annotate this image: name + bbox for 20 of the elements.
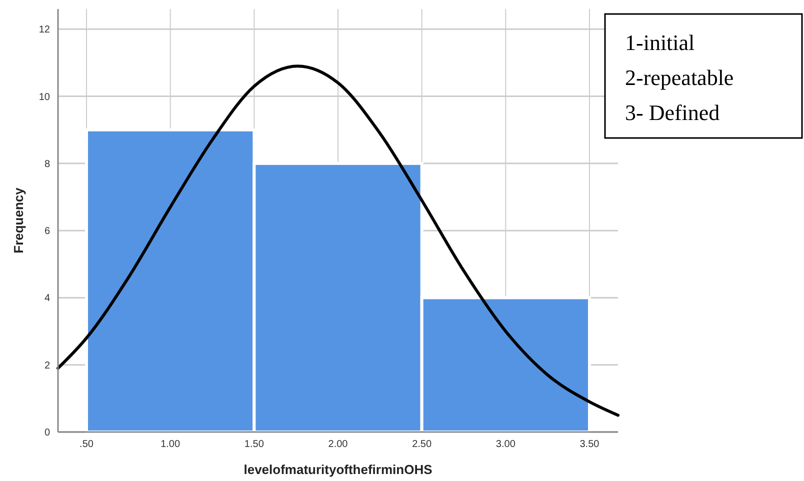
y-tick-label: 6: [44, 226, 50, 238]
x-tick-label: 1.00: [160, 439, 180, 450]
x-tick-label: .50: [80, 439, 94, 450]
x-tick-label: 3.00: [496, 439, 516, 450]
text: 2-repeatable: [625, 65, 734, 90]
x-tick-label: 2.00: [328, 439, 348, 450]
y-tick-label: 4: [44, 293, 50, 304]
x-axis-title: levelofmaturityofthefirminOHS: [244, 462, 433, 477]
text: 1-initial: [625, 30, 695, 55]
x-tick-label: 1.50: [244, 439, 264, 450]
y-axis-title: Frequency: [11, 186, 26, 254]
x-tick-label: 2.50: [412, 439, 432, 450]
line-series: [56, 64, 620, 417]
y-tick-label: 8: [44, 158, 50, 170]
y-tick-label: 12: [38, 24, 50, 36]
y-tick-label: 0: [44, 428, 50, 438]
x-tick-label: 3.50: [580, 439, 600, 450]
y-tick-label: 2: [44, 360, 50, 372]
text: 3- Defined: [625, 100, 720, 125]
y-tick-label: 10: [38, 92, 50, 103]
